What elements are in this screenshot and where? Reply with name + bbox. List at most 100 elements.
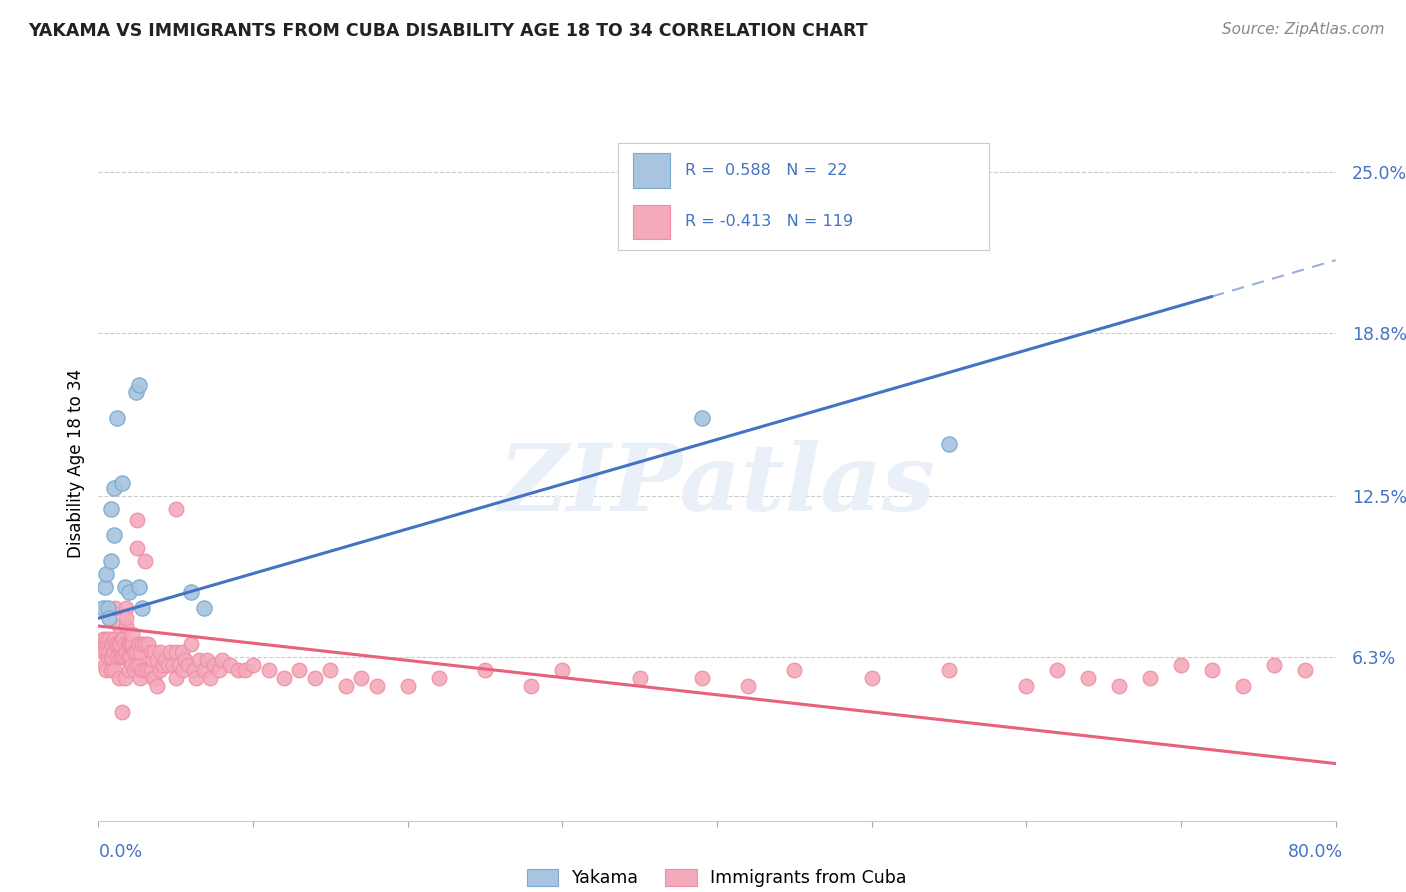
Point <box>112 650 135 665</box>
Point <box>180 585 202 599</box>
Point <box>93 637 115 651</box>
Point <box>105 637 128 651</box>
Point <box>103 645 125 659</box>
Point <box>737 679 759 693</box>
Point <box>183 663 205 677</box>
Point <box>288 663 311 677</box>
Point <box>690 411 713 425</box>
Point <box>124 657 146 672</box>
Point <box>188 653 211 667</box>
Point <box>98 632 121 646</box>
Point <box>97 650 120 665</box>
Point <box>117 637 139 651</box>
Y-axis label: Disability Age 18 to 34: Disability Age 18 to 34 <box>66 369 84 558</box>
Point <box>520 679 543 693</box>
Point <box>111 476 132 491</box>
Point <box>96 645 118 659</box>
Point <box>193 663 215 677</box>
Point <box>90 637 112 651</box>
Point <box>211 653 233 667</box>
Point <box>162 657 184 672</box>
Point <box>104 637 127 651</box>
Point <box>127 541 149 556</box>
Point <box>121 637 143 651</box>
Point <box>93 657 115 672</box>
Legend: Yakama, Immigrants from Cuba: Yakama, Immigrants from Cuba <box>520 862 914 892</box>
Point <box>1294 663 1316 677</box>
Point <box>139 645 162 659</box>
Point <box>134 663 156 677</box>
Point <box>273 671 295 685</box>
Point <box>118 637 141 651</box>
Point <box>1263 657 1285 672</box>
Point <box>111 650 132 665</box>
Point <box>131 600 153 615</box>
Point <box>120 637 142 651</box>
Point <box>141 671 165 685</box>
Text: 0.0%: 0.0% <box>98 843 142 861</box>
Point <box>112 632 135 646</box>
Point <box>139 663 162 677</box>
Point <box>124 385 146 400</box>
Point <box>860 671 883 685</box>
Point <box>737 217 759 231</box>
Point <box>335 679 357 693</box>
Point <box>1201 663 1223 677</box>
Point <box>149 663 172 677</box>
Point <box>184 671 207 685</box>
Point <box>127 513 149 527</box>
Point <box>233 663 257 677</box>
Point <box>136 663 159 677</box>
Point <box>690 671 713 685</box>
Point <box>114 671 136 685</box>
Point <box>219 657 242 672</box>
Point <box>100 637 122 651</box>
Point <box>1046 663 1069 677</box>
Point <box>107 637 129 651</box>
Point <box>551 663 574 677</box>
Point <box>104 600 127 615</box>
Point <box>96 567 118 582</box>
Text: YAKAMA VS IMMIGRANTS FROM CUBA DISABILITY AGE 18 TO 34 CORRELATION CHART: YAKAMA VS IMMIGRANTS FROM CUBA DISABILIT… <box>28 22 868 40</box>
Point <box>107 619 129 633</box>
Point <box>165 502 187 516</box>
Point <box>117 650 139 665</box>
Point <box>165 645 187 659</box>
Point <box>1015 679 1038 693</box>
Point <box>152 657 174 672</box>
Point <box>172 663 194 677</box>
Point <box>114 637 136 651</box>
Point <box>108 650 131 665</box>
Point <box>100 554 122 568</box>
Point <box>319 663 342 677</box>
Point <box>118 650 141 665</box>
Point <box>134 637 156 651</box>
Point <box>131 637 153 651</box>
Point <box>118 663 141 677</box>
Point <box>115 645 138 659</box>
Point <box>111 632 132 646</box>
Point <box>628 671 651 685</box>
Point <box>208 663 231 677</box>
Point <box>242 657 264 672</box>
Point <box>350 671 373 685</box>
Point <box>938 437 960 451</box>
Point <box>1232 679 1254 693</box>
Point <box>257 663 280 677</box>
Point <box>105 650 128 665</box>
Text: 80.0%: 80.0% <box>1288 843 1343 861</box>
Point <box>146 653 169 667</box>
Point <box>170 645 193 659</box>
Point <box>100 663 122 677</box>
Point <box>149 645 172 659</box>
Point <box>129 645 152 659</box>
Point <box>143 671 166 685</box>
Point <box>98 611 121 625</box>
Point <box>115 619 138 633</box>
Point <box>177 657 200 672</box>
Point <box>1077 671 1099 685</box>
Point <box>121 657 143 672</box>
Point <box>193 600 215 615</box>
Point <box>136 637 159 651</box>
Point <box>105 411 128 425</box>
